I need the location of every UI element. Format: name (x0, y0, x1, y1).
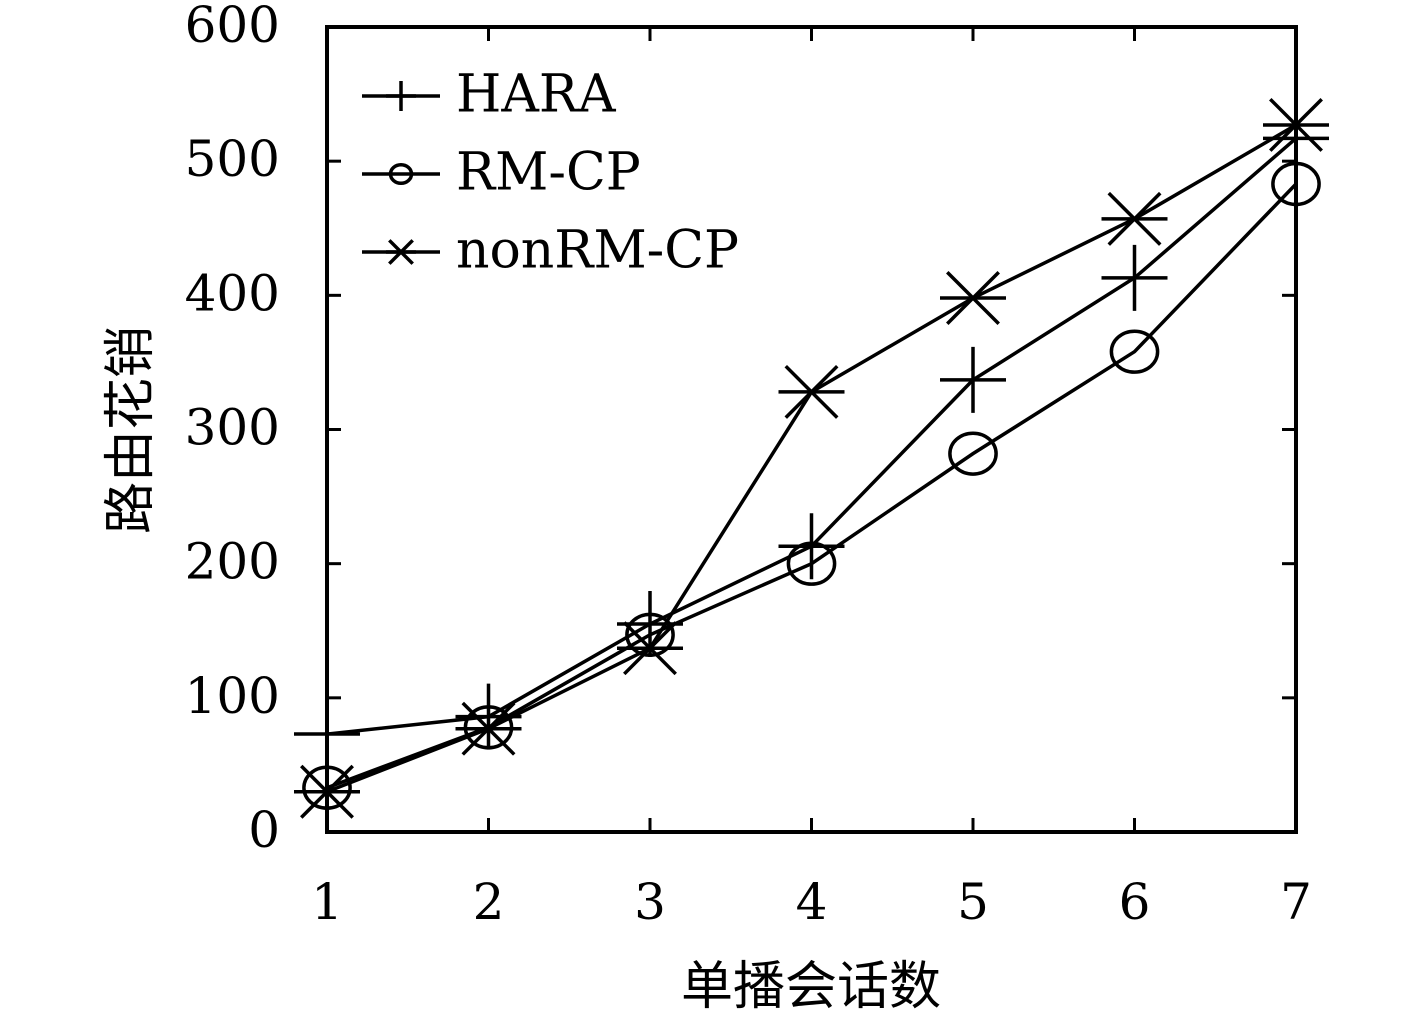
x-tick-label: 4 (796, 873, 828, 931)
data-point-circle (302, 765, 352, 810)
data-point-asterisk (778, 364, 845, 419)
data-point-plus (386, 81, 416, 111)
data-point-circle (1271, 161, 1321, 207)
y-tick-label: 0 (248, 801, 280, 859)
data-point-circle (625, 612, 675, 657)
y-tick-label: 300 (185, 399, 280, 457)
legend-label: nonRM-CP (456, 221, 739, 281)
y-tick-label: 200 (185, 533, 280, 591)
x-tick-label: 3 (634, 873, 666, 931)
data-point-asterisk (940, 271, 1006, 325)
data-point-asterisk (617, 621, 683, 676)
y-tick-label: 500 (185, 130, 280, 188)
legend-label: RM-CP (456, 143, 641, 203)
data-point-circle (1109, 329, 1160, 374)
data-point-plus (1101, 244, 1168, 311)
data-point-circle (388, 162, 414, 186)
data-point-asterisk (1263, 97, 1329, 152)
data-point-asterisk (386, 239, 416, 265)
data-point-plus (940, 346, 1006, 413)
legend: HARA RM-CP nonRM-CP (362, 65, 739, 281)
legend-label: HARA (456, 65, 617, 125)
legend-item: RM-CP (362, 143, 641, 203)
y-tick-label: 400 (185, 264, 280, 322)
x-tick-label: 2 (473, 873, 505, 931)
data-point-circle (948, 431, 998, 476)
y-tick-label: 100 (185, 667, 280, 725)
x-tick-label: 6 (1119, 873, 1151, 931)
data-point-circle (786, 541, 837, 586)
data-point-plus (294, 701, 360, 768)
series-HARA (294, 105, 1329, 768)
x-tick-label: 5 (957, 873, 989, 931)
y-tick-label: 600 (185, 0, 280, 54)
y-axis-title: 路由花销 (101, 326, 161, 534)
legend-item: nonRM-CP (362, 221, 739, 281)
plot-area (325, 25, 1298, 834)
series-group (294, 97, 1329, 819)
data-point-asterisk (1101, 191, 1168, 246)
data-point-asterisk (455, 701, 522, 756)
axis-labels: 1 2 3 4 5 6 7 0 100 200 300 400 500 600 (185, 0, 1312, 931)
data-point-plus (778, 513, 845, 580)
x-tick-label: 1 (311, 873, 343, 931)
x-axis-title: 单播会话数 (681, 957, 941, 1017)
series-nonRM-CP (294, 97, 1329, 819)
data-point-asterisk (294, 764, 360, 819)
legend-item: HARA (362, 65, 617, 125)
x-tick-label: 7 (1280, 873, 1312, 931)
